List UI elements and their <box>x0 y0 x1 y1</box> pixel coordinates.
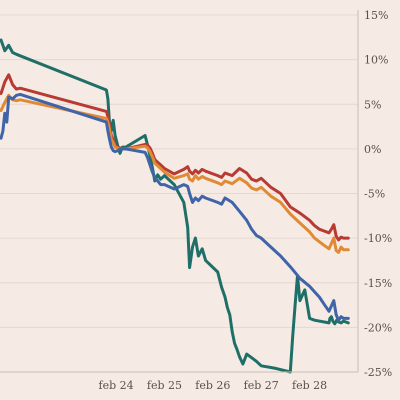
y-tick-label: 10% <box>364 54 388 67</box>
y-tick-label: -15% <box>364 277 392 290</box>
y-tick-label: -5% <box>364 188 385 201</box>
series-line-3 <box>0 92 350 322</box>
x-tick-label: feb 25 <box>147 379 182 392</box>
series-line-2 <box>0 93 350 254</box>
x-tick-label: feb 26 <box>195 379 230 392</box>
y-tick-label: 15% <box>364 9 388 22</box>
x-tick-label: feb 24 <box>99 379 134 392</box>
series-line-1 <box>0 73 350 242</box>
y-tick-label: -20% <box>364 321 392 334</box>
series-lines <box>0 38 350 374</box>
y-tick-label: 5% <box>364 98 381 111</box>
axes: 15% 10% 5% 0% -5% -10% -15% -20% -25% feb 24 feb 2… <box>0 9 392 392</box>
x-tick-label: feb 28 <box>292 379 327 392</box>
x-tick-label: feb 27 <box>244 379 279 392</box>
y-tick-label: -10% <box>364 232 392 245</box>
y-tick-label: 0% <box>364 143 381 156</box>
y-tick-label: -25% <box>364 366 392 379</box>
series-line-0 <box>0 38 350 374</box>
